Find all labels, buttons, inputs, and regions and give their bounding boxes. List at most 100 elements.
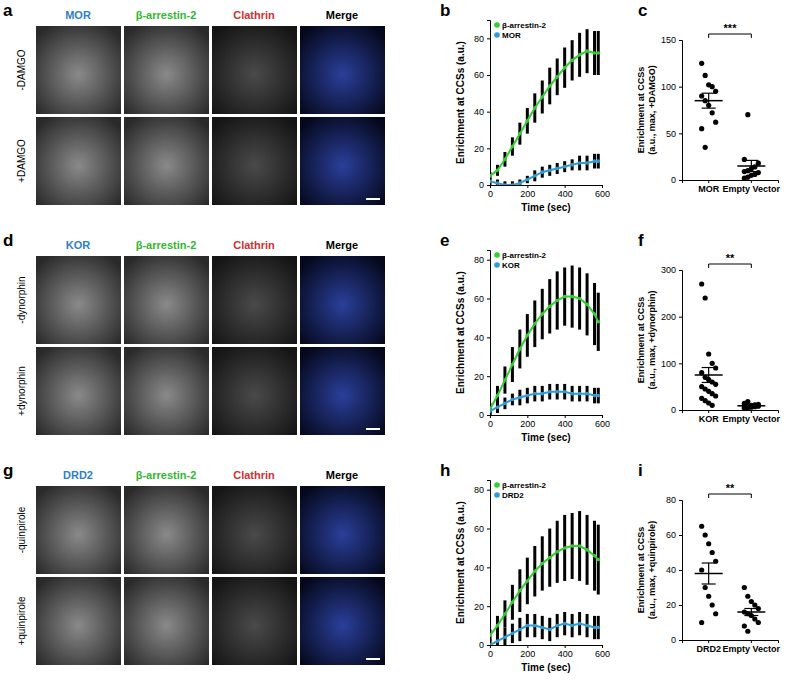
x-axis: 0200400600 [488, 415, 610, 429]
point [518, 628, 522, 632]
condition-label: -DAMGO [16, 49, 27, 90]
error-bar [593, 283, 596, 345]
error-bar [597, 293, 600, 351]
error-bar [526, 558, 529, 605]
tick-label: 20 [474, 372, 484, 382]
point [570, 624, 574, 628]
error-cap [744, 160, 758, 161]
error-bar [548, 618, 551, 641]
point [496, 169, 500, 173]
error-bar [526, 388, 529, 404]
point [518, 589, 522, 593]
error-bar [571, 513, 574, 579]
micrograph [300, 347, 385, 435]
tick: 0 [479, 180, 490, 190]
point [596, 558, 600, 562]
tick-mark [487, 415, 490, 416]
tick-mark [487, 299, 490, 300]
series [490, 384, 598, 415]
tick-label: 200 [520, 419, 535, 429]
plot-area [490, 266, 600, 415]
micrograph [124, 577, 209, 665]
point [503, 612, 507, 616]
error-bar [563, 267, 566, 325]
point [490, 174, 492, 178]
error-bar [503, 366, 506, 393]
error-bar [496, 180, 499, 186]
tick-label: 40 [474, 563, 484, 573]
tick: 0 [488, 415, 493, 429]
error-bar [511, 585, 514, 620]
tick-label: 80 [666, 495, 676, 505]
micrograph [36, 577, 121, 665]
point [593, 626, 597, 630]
tick: 20 [474, 602, 490, 612]
y-axis: 020406080 [474, 481, 491, 651]
point [703, 295, 708, 300]
error-cap [702, 562, 716, 563]
plot-area [695, 281, 766, 410]
tick-label: 0 [488, 649, 493, 659]
tick: 0 [488, 185, 493, 199]
tick-mark [679, 535, 682, 536]
point [490, 643, 492, 645]
axis-line [679, 501, 683, 641]
point [596, 51, 600, 55]
panel-letter: c [638, 1, 647, 20]
tick-mark [527, 185, 528, 188]
micrograph [212, 486, 297, 574]
point [533, 392, 537, 396]
point [713, 120, 718, 125]
error-bar [563, 161, 566, 172]
axis-line [491, 646, 603, 649]
point [548, 84, 552, 88]
tick: 100 [661, 359, 682, 369]
tick: 40 [474, 333, 490, 343]
tick: 300 [661, 265, 682, 275]
point [578, 53, 582, 57]
series-line [490, 51, 598, 176]
tick-mark [565, 185, 566, 188]
panel-letter: f [638, 231, 644, 250]
error-bar [496, 616, 499, 635]
tick-label: 0 [671, 405, 676, 415]
error-bar [503, 600, 506, 627]
tick-label: Empty Vector [723, 644, 781, 654]
series [490, 612, 598, 645]
tick-mark [679, 570, 682, 571]
legend: β-arrestin-2MOR [494, 21, 546, 40]
point [585, 624, 589, 628]
series-line [490, 161, 598, 185]
panel-letter: a [3, 1, 13, 20]
error-cap [744, 608, 758, 609]
tick: 80 [474, 34, 490, 44]
error-bar [533, 386, 536, 402]
line-chart: h0200400600020406080Time (sec)Enrichment… [440, 461, 610, 673]
point [503, 402, 507, 406]
error-bar [511, 137, 514, 155]
tick: 0 [479, 410, 490, 420]
error-bar [563, 515, 566, 581]
point [511, 398, 515, 402]
point [540, 312, 544, 316]
error-bar [548, 529, 551, 587]
figure: aMORβ-arrestin-2ClathrinMerge-DAMGO+DAMG… [0, 0, 800, 693]
error-cap [744, 405, 758, 406]
error-bar [496, 165, 499, 176]
legend-swatch [494, 22, 500, 28]
point [593, 394, 597, 398]
error-bar [563, 612, 566, 635]
point [503, 635, 507, 639]
error-bar [578, 511, 581, 581]
plot-area [490, 511, 600, 645]
error-bar [744, 609, 758, 616]
tick-mark [751, 180, 752, 183]
tick-mark [679, 180, 682, 181]
point [710, 550, 715, 555]
tick: 20 [474, 372, 490, 382]
error-bar [548, 68, 551, 105]
point [703, 73, 708, 78]
axis-line [491, 416, 603, 419]
point [511, 183, 515, 185]
tick-mark [751, 410, 752, 413]
